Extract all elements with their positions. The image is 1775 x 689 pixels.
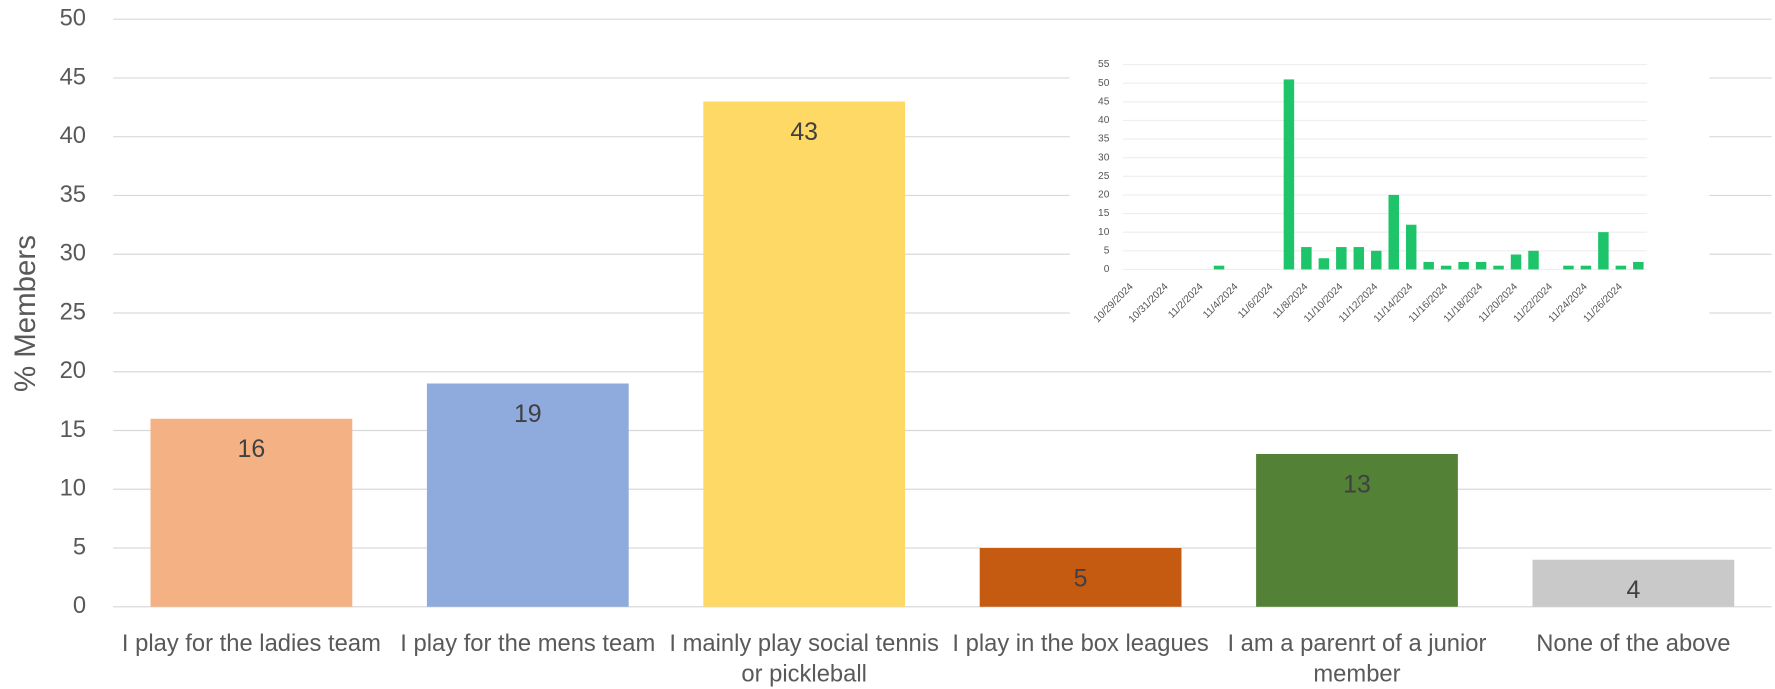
y-tick-label: 25 <box>60 298 86 325</box>
bar <box>1405 224 1417 270</box>
bar <box>703 101 906 607</box>
data-label: 4 <box>1626 576 1640 604</box>
bar <box>1318 258 1330 270</box>
y-tick-label: 0 <box>73 592 86 619</box>
x-tick-label: I play for the ladies team <box>121 630 381 657</box>
bar <box>1458 261 1469 270</box>
x-tick-label: None of the above <box>1536 630 1731 657</box>
x-tick-label: I play for the mens team <box>400 630 656 657</box>
y-tick-label: 5 <box>1104 245 1110 256</box>
bar <box>1213 265 1225 270</box>
y-tick-label: 5 <box>73 533 86 560</box>
y-tick-label: 40 <box>60 122 86 149</box>
bar <box>979 548 1182 607</box>
y-tick-label: 45 <box>1098 96 1110 107</box>
y-tick-label: 55 <box>1098 59 1110 70</box>
x-tick-label: I mainly play social tennis or picklebal… <box>669 630 939 688</box>
y-tick-label: 30 <box>1098 152 1110 163</box>
y-tick-label: 50 <box>1098 78 1110 89</box>
bar <box>1423 261 1434 270</box>
bar <box>150 418 353 607</box>
bar <box>1493 265 1504 270</box>
bar <box>1336 247 1347 270</box>
y-tick-label: 10 <box>1098 227 1110 238</box>
x-tick-label: I am a parenrt of a junior member <box>1227 630 1487 688</box>
bar <box>426 383 629 607</box>
y-tick-label: 15 <box>1098 208 1110 219</box>
bar <box>1283 79 1295 270</box>
bar <box>1563 265 1574 270</box>
bar <box>1580 265 1592 270</box>
bar <box>1510 254 1522 270</box>
y-tick-label: 15 <box>60 416 86 443</box>
bar <box>1475 261 1487 270</box>
data-label: 5 <box>1074 564 1088 592</box>
x-tick-label: I play in the box leagues <box>952 630 1209 657</box>
bar <box>1353 247 1365 270</box>
bar <box>1532 559 1735 607</box>
bar <box>1633 261 1644 270</box>
data-label: 43 <box>790 118 818 146</box>
bar <box>1598 232 1609 270</box>
data-label: 13 <box>1343 470 1371 498</box>
y-tick-label: 40 <box>1098 115 1110 126</box>
bar <box>1440 265 1452 270</box>
y-tick-label: 50 <box>60 5 86 32</box>
y-axis-label: % Members <box>9 235 42 392</box>
data-label: 19 <box>514 400 542 428</box>
y-tick-label: 20 <box>1098 190 1110 201</box>
y-tick-label: 45 <box>60 63 86 90</box>
bar <box>1615 265 1627 270</box>
bar <box>1528 250 1539 270</box>
data-label: 16 <box>238 435 266 463</box>
y-tick-label: 30 <box>60 240 86 267</box>
y-tick-label: 0 <box>1104 264 1110 275</box>
y-tick-label: 35 <box>1098 134 1110 145</box>
y-tick-label: 35 <box>60 181 86 208</box>
bar <box>1301 247 1312 270</box>
y-tick-label: 10 <box>60 475 86 502</box>
bar <box>1388 194 1399 270</box>
bar <box>1256 453 1458 607</box>
y-tick-label: 25 <box>1098 171 1110 182</box>
y-tick-label: 20 <box>60 357 86 384</box>
bar <box>1371 250 1382 270</box>
